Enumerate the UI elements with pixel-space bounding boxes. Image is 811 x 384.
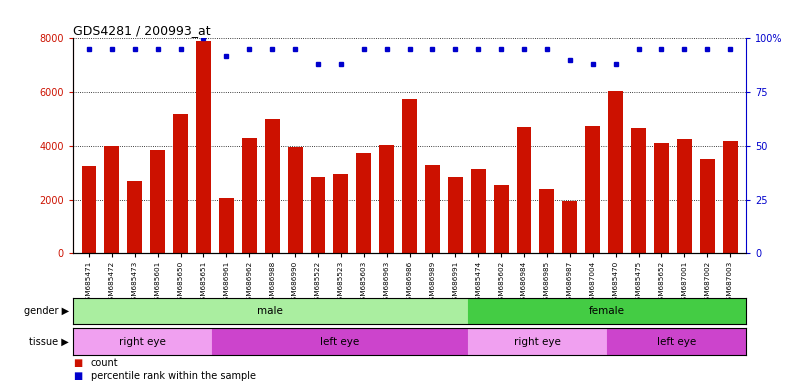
Bar — [654, 143, 669, 253]
Bar — [448, 177, 463, 253]
Text: tissue ▶: tissue ▶ — [29, 337, 69, 347]
Text: gender ▶: gender ▶ — [24, 306, 69, 316]
Text: ■: ■ — [73, 358, 82, 368]
Bar — [127, 181, 142, 253]
Text: left eye: left eye — [320, 337, 359, 347]
Bar — [105, 146, 119, 253]
Bar — [607, 328, 746, 355]
Bar — [608, 91, 623, 253]
Bar — [494, 185, 508, 253]
Bar — [196, 41, 211, 253]
Bar — [723, 141, 737, 253]
Bar — [288, 147, 303, 253]
Text: right eye: right eye — [514, 337, 560, 347]
Bar — [700, 159, 714, 253]
Bar — [631, 128, 646, 253]
Bar — [356, 152, 371, 253]
Bar — [539, 189, 555, 253]
Text: female: female — [589, 306, 624, 316]
Bar — [333, 174, 348, 253]
Bar — [311, 177, 325, 253]
Text: percentile rank within the sample: percentile rank within the sample — [91, 371, 255, 381]
Bar — [468, 298, 746, 324]
Text: right eye: right eye — [119, 337, 166, 347]
Text: left eye: left eye — [657, 337, 696, 347]
Bar — [212, 328, 468, 355]
Bar — [517, 127, 531, 253]
Text: GDS4281 / 200993_at: GDS4281 / 200993_at — [73, 24, 211, 37]
Bar — [174, 114, 188, 253]
Text: male: male — [257, 306, 283, 316]
Bar — [562, 201, 577, 253]
Bar — [586, 126, 600, 253]
Bar — [219, 198, 234, 253]
Bar — [264, 119, 280, 253]
Bar — [82, 166, 97, 253]
Bar — [677, 139, 692, 253]
Bar — [471, 169, 486, 253]
Bar — [425, 165, 440, 253]
Bar — [468, 328, 607, 355]
Bar — [380, 144, 394, 253]
Bar — [73, 298, 468, 324]
Bar — [150, 150, 165, 253]
Bar — [73, 328, 212, 355]
Bar — [402, 99, 417, 253]
Bar — [242, 138, 257, 253]
Text: ■: ■ — [73, 371, 82, 381]
Text: count: count — [91, 358, 118, 368]
